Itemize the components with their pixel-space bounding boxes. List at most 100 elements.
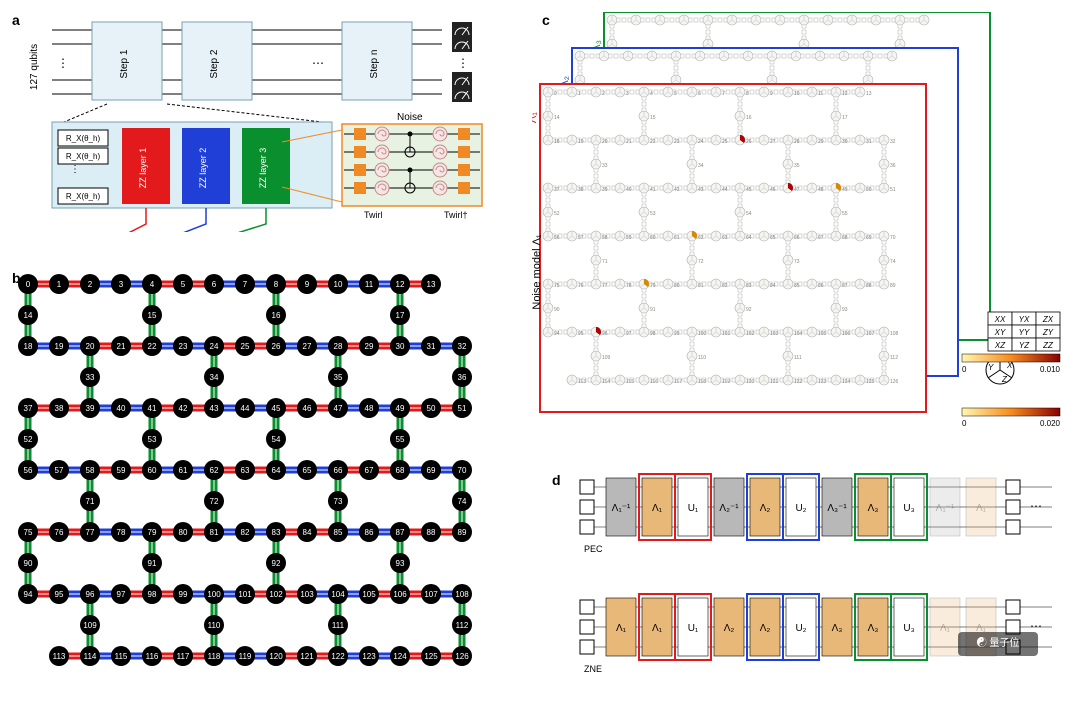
svg-text:76: 76 [55, 528, 64, 537]
svg-text:Λ₃: Λ₃ [832, 623, 843, 634]
svg-text:44: 44 [722, 187, 728, 193]
svg-text:122: 122 [331, 652, 345, 661]
svg-text:⋯: ⋯ [1030, 499, 1042, 513]
svg-text:Λ₁: Λ₁ [976, 503, 987, 514]
svg-text:74: 74 [458, 497, 467, 506]
svg-text:39: 39 [602, 187, 608, 193]
svg-text:6: 6 [212, 280, 217, 289]
svg-text:U₃: U₃ [903, 503, 914, 514]
svg-text:28: 28 [334, 342, 343, 351]
svg-text:R_X(θ_h): R_X(θ_h) [66, 192, 101, 201]
svg-text:114: 114 [84, 652, 97, 661]
svg-text:83: 83 [746, 283, 752, 289]
svg-text:ZZ layer 2: ZZ layer 2 [198, 148, 208, 189]
svg-text:75: 75 [554, 283, 560, 289]
svg-text:8: 8 [746, 91, 749, 97]
svg-text:120: 120 [746, 379, 755, 385]
svg-text:49: 49 [842, 187, 848, 193]
svg-text:19: 19 [578, 139, 584, 145]
svg-text:2: 2 [602, 91, 605, 97]
svg-text:12: 12 [396, 280, 405, 289]
svg-text:11: 11 [818, 91, 823, 97]
svg-text:13: 13 [427, 280, 436, 289]
svg-text:9: 9 [770, 91, 773, 97]
svg-text:9: 9 [305, 280, 310, 289]
svg-text:11: 11 [365, 280, 374, 289]
svg-text:96: 96 [86, 590, 95, 599]
svg-text:Λ₁: Λ₁ [652, 503, 663, 514]
svg-text:0.020: 0.020 [1040, 419, 1061, 428]
svg-text:76: 76 [578, 283, 584, 289]
svg-text:8: 8 [274, 280, 279, 289]
svg-text:120: 120 [269, 652, 283, 661]
svg-text:48: 48 [818, 187, 824, 193]
svg-text:35: 35 [334, 373, 343, 382]
svg-text:34: 34 [698, 163, 704, 169]
svg-text:121: 121 [770, 379, 779, 385]
svg-text:⋯: ⋯ [1030, 619, 1042, 633]
label-d: d [552, 472, 561, 488]
svg-text:ZX: ZX [1042, 315, 1054, 324]
svg-text:99: 99 [179, 590, 188, 599]
svg-text:73: 73 [334, 497, 343, 506]
svg-text:30: 30 [396, 342, 405, 351]
svg-text:61: 61 [179, 466, 188, 475]
svg-text:YX: YX [1019, 315, 1030, 324]
svg-text:80: 80 [674, 283, 680, 289]
svg-text:37: 37 [554, 187, 560, 193]
svg-text:48: 48 [365, 404, 374, 413]
svg-text:53: 53 [148, 435, 157, 444]
svg-text:⋯: ⋯ [312, 56, 324, 70]
svg-text:Λ₂: Λ₂ [760, 623, 771, 634]
svg-text:94: 94 [24, 590, 33, 599]
svg-text:96: 96 [602, 331, 608, 337]
svg-text:19: 19 [55, 342, 64, 351]
svg-text:60: 60 [148, 466, 157, 475]
svg-text:116: 116 [146, 652, 159, 661]
svg-text:18: 18 [24, 342, 33, 351]
svg-text:41: 41 [650, 187, 656, 193]
svg-text:16: 16 [746, 115, 752, 121]
svg-text:0: 0 [962, 365, 967, 374]
svg-text:65: 65 [770, 235, 776, 241]
svg-text:92: 92 [746, 307, 752, 313]
svg-text:U₁: U₁ [688, 623, 699, 634]
svg-text:Step 2: Step 2 [209, 49, 220, 78]
svg-text:50: 50 [427, 404, 436, 413]
svg-text:23: 23 [674, 139, 680, 145]
svg-text:57: 57 [578, 235, 584, 241]
svg-text:118: 118 [208, 652, 221, 661]
svg-text:85: 85 [334, 528, 343, 537]
svg-text:68: 68 [396, 466, 405, 475]
svg-text:51: 51 [890, 187, 896, 193]
svg-text:20: 20 [602, 139, 608, 145]
svg-text:79: 79 [148, 528, 157, 537]
watermark-icon: 量子位 [958, 632, 1038, 656]
svg-text:XZ: XZ [994, 341, 1006, 350]
svg-text:109: 109 [83, 621, 97, 630]
svg-text:XX: XX [994, 315, 1006, 324]
svg-text:27: 27 [303, 342, 312, 351]
svg-text:53: 53 [650, 211, 656, 217]
svg-text:27: 27 [770, 139, 776, 145]
svg-text:86: 86 [365, 528, 374, 537]
svg-text:57: 57 [55, 466, 64, 475]
svg-text:42: 42 [674, 187, 680, 193]
svg-text:90: 90 [24, 559, 33, 568]
svg-text:85: 85 [794, 283, 800, 289]
svg-text:105: 105 [362, 590, 376, 599]
svg-text:Twirl: Twirl [364, 210, 383, 220]
svg-text:108: 108 [890, 331, 899, 337]
svg-text:63: 63 [722, 235, 728, 241]
svg-text:126: 126 [455, 652, 469, 661]
svg-text:124: 124 [393, 652, 407, 661]
svg-text:125: 125 [866, 379, 875, 385]
svg-text:4: 4 [650, 91, 653, 97]
svg-text:43: 43 [210, 404, 219, 413]
svg-text:59: 59 [626, 235, 632, 241]
svg-text:33: 33 [86, 373, 95, 382]
svg-text:Λ₁: Λ₁ [940, 623, 951, 634]
svg-text:91: 91 [148, 559, 157, 568]
svg-text:3: 3 [626, 91, 629, 97]
svg-text:63: 63 [241, 466, 250, 475]
